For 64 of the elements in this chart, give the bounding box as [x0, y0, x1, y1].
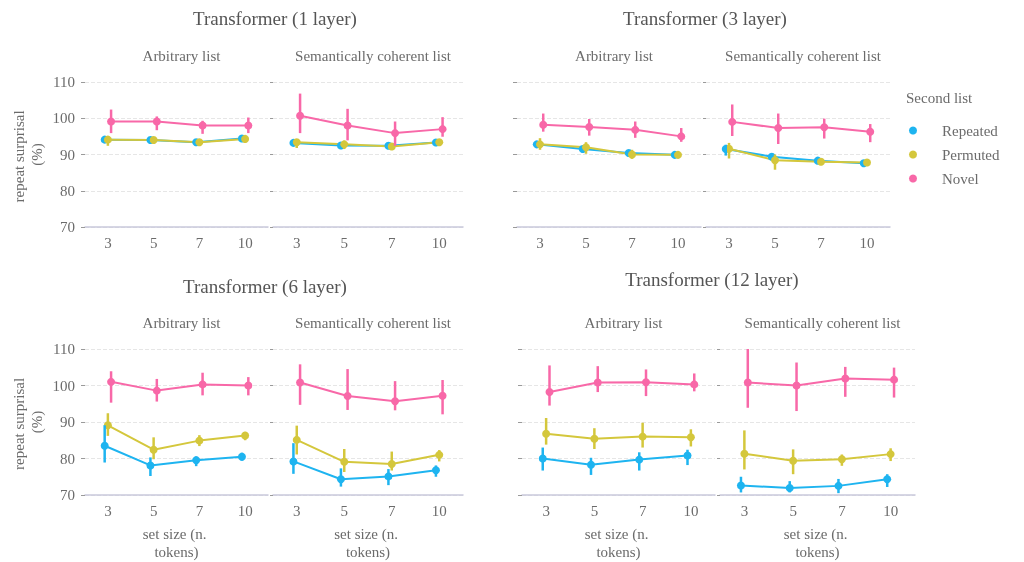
chart-subtitle: Arbitrary list — [584, 315, 664, 331]
x-tick-label: 10 — [431, 502, 447, 519]
y-tick-label: 70 — [60, 487, 75, 503]
x-tick-label: 7 — [817, 234, 826, 251]
x-tick-label: 3 — [293, 502, 301, 519]
chart-subtitle: Semantically coherent list — [295, 48, 452, 64]
y-axis-title: repeat surprisal (%) — [11, 374, 46, 470]
y-tick-label: 100 — [52, 377, 75, 394]
x-axis-title: set size (n. tokens) — [584, 526, 653, 561]
y-tick-label: 80 — [60, 182, 75, 199]
x-tick-label: 7 — [838, 502, 847, 519]
x-tick-label: 7 — [628, 234, 637, 251]
y-tick-label: 100 — [52, 110, 75, 127]
x-tick-label: 5 — [789, 502, 797, 519]
x-tick-label: 3 — [542, 502, 550, 519]
x-tick-label: 7 — [388, 502, 396, 519]
chart-subtitle: Semantically coherent list — [295, 315, 452, 331]
x-tick-label: 5 — [149, 234, 158, 251]
x-tick-label: 7 — [388, 234, 396, 251]
chart-subtitle: Arbitrary list — [575, 48, 654, 64]
x-tick-label: 10 — [670, 234, 686, 251]
y-tick-label: 70 — [60, 219, 75, 235]
chart-title: Transformer (12 layer) — [624, 269, 800, 291]
legend-label: Repeated — [942, 122, 999, 139]
x-tick-label: 5 — [149, 502, 158, 519]
y-tick-label: 80 — [60, 450, 75, 467]
x-axis-title: set size (n. tokens) — [334, 526, 402, 561]
x-tick-label: 10 — [683, 502, 699, 519]
x-tick-label: 10 — [431, 234, 447, 251]
legend-label: Novel — [942, 170, 979, 187]
x-tick-label: 3 — [104, 502, 112, 519]
chart-subtitle: Semantically coherent list — [725, 48, 882, 64]
x-tick-label: 3 — [740, 502, 749, 519]
x-tick-label: 10 — [859, 234, 875, 251]
y-tick-label: 110 — [53, 74, 75, 90]
x-tick-label: 5 — [590, 502, 599, 519]
chart-subtitle: Arbitrary list — [142, 315, 222, 331]
x-tick-label: 3 — [725, 234, 733, 251]
x-tick-label: 10 — [883, 502, 899, 519]
y-tick-label: 90 — [60, 146, 75, 163]
chart-title: Transformer (1 layer) — [192, 8, 358, 30]
x-tick-label: 10 — [237, 234, 253, 251]
x-tick-label: 5 — [771, 234, 779, 251]
chart-subtitle: Arbitrary list — [142, 48, 222, 64]
y-tick-label: 110 — [53, 341, 75, 357]
x-tick-label: 5 — [340, 502, 348, 519]
legend-label: Permuted — [942, 146, 1000, 163]
chart-title: Transformer (3 layer) — [622, 8, 788, 30]
chart-subtitle: Semantically coherent list — [744, 315, 902, 331]
x-axis-title: set size (n. tokens) — [142, 526, 211, 561]
x-tick-label: 5 — [582, 234, 590, 251]
x-tick-label: 10 — [237, 502, 253, 519]
y-tick-label: 90 — [60, 414, 75, 430]
legend-title: Second list — [906, 89, 974, 106]
y-axis-title: repeat surprisal (%) — [11, 106, 46, 203]
x-tick-label: 3 — [293, 234, 301, 251]
x-tick-label: 7 — [638, 502, 647, 519]
x-tick-label: 7 — [195, 502, 204, 519]
chart-title: Transformer (6 layer) — [182, 276, 348, 298]
x-axis-title: set size (n. tokens) — [783, 526, 852, 561]
x-tick-label: 3 — [104, 234, 112, 251]
x-tick-label: 3 — [536, 234, 544, 251]
x-tick-label: 5 — [340, 234, 348, 251]
x-tick-label: 7 — [195, 234, 204, 251]
